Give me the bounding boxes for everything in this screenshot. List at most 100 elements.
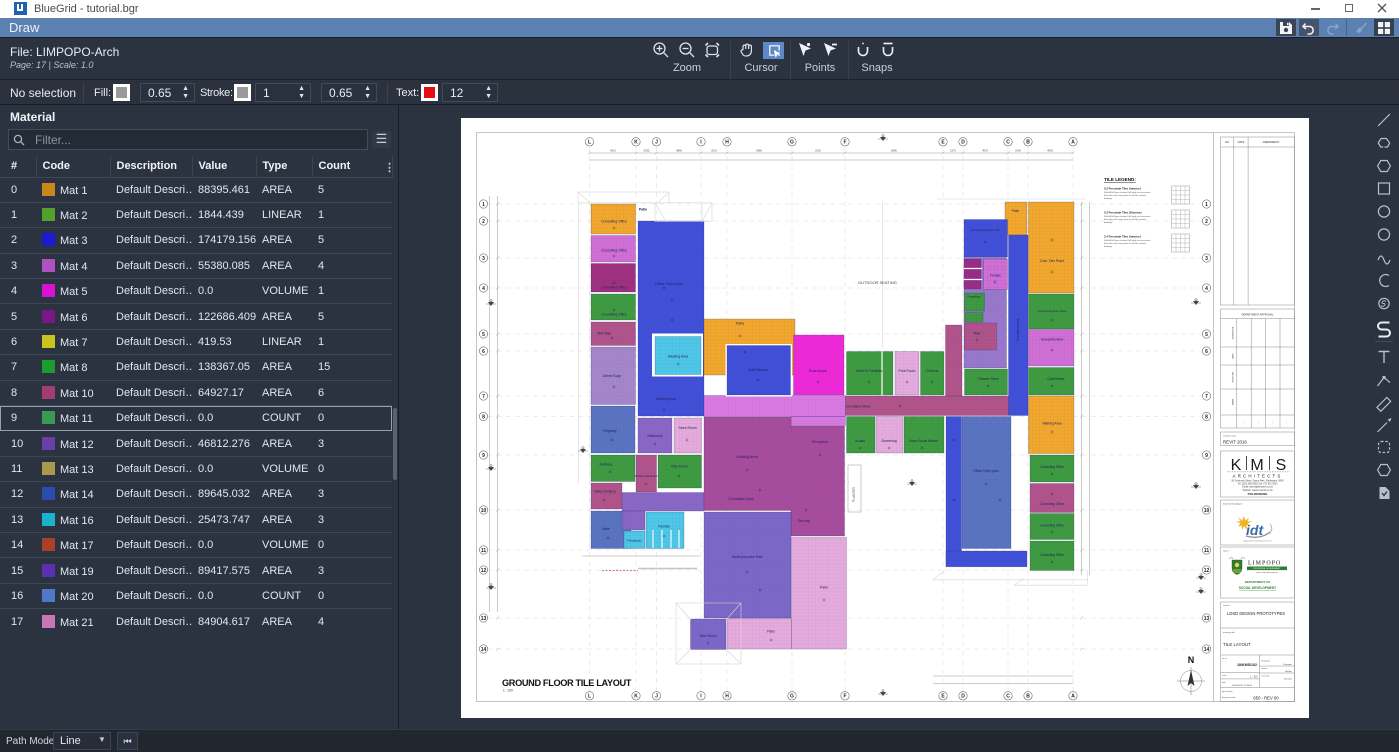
svg-text:A: A <box>1071 140 1075 146</box>
svg-text:Head Of Facilities: Head Of Facilities <box>856 369 883 373</box>
svg-text:Paraplegic: Paraplegic <box>627 539 642 543</box>
svg-text:Circulation Area: Circulation Area <box>846 405 870 409</box>
svg-text:1: 1 <box>482 202 485 208</box>
svg-text:Security: Security <box>798 519 811 523</box>
svg-text:SIGNATURE: SIGNATURE <box>1232 326 1235 339</box>
svg-text:Waiting Area: Waiting Area <box>656 397 676 401</box>
svg-text:Waiting Area: Waiting Area <box>1042 422 1061 426</box>
svg-text:5: 5 <box>1205 332 1208 338</box>
svg-text:Circulation Area: Circulation Area <box>728 497 753 501</box>
svg-text:3.3 Porcelain Tiles (Exterior: 3.3 Porcelain Tiles (Exterior) <box>1104 211 1142 215</box>
svg-text:POSITION: POSITION <box>1233 371 1235 382</box>
svg-text:10: 10 <box>481 508 487 514</box>
svg-text:Circulation Area: Circulation Area <box>1016 319 1020 342</box>
svg-text:B: B <box>1026 140 1030 146</box>
svg-text:Office Open plan: Office Open plan <box>973 469 998 473</box>
svg-text:Author: Author <box>1286 670 1293 673</box>
svg-text:Consulting Office: Consulting Office <box>1040 553 1064 557</box>
svg-text:bedding.: bedding. <box>1104 246 1113 248</box>
svg-text:Consulting Office: Consulting Office <box>601 286 627 290</box>
svg-text:3.2 Porcelain Tiles (Interior): 3.2 Porcelain Tiles (Interior) <box>1104 187 1141 191</box>
svg-text:8: 8 <box>482 414 485 420</box>
svg-text:8680: 8680 <box>891 149 897 153</box>
svg-text:checked: checked <box>1262 676 1269 678</box>
svg-text:LIMPOPO: LIMPOPO <box>1248 561 1281 567</box>
svg-text:D: D <box>961 694 965 700</box>
svg-text:1 : 100: 1 : 100 <box>1250 676 1258 679</box>
svg-text:drawing title: drawing title <box>1223 631 1235 634</box>
svg-text:D: D <box>961 140 965 146</box>
svg-text:K: K <box>1231 457 1242 474</box>
svg-text:cad file name: cad file name <box>1223 436 1237 438</box>
svg-text:Checker: Checker <box>1284 678 1292 681</box>
svg-text:L: L <box>588 140 591 146</box>
svg-text:Supre Social Worker: Supre Social Worker <box>909 439 939 443</box>
svg-text:L: L <box>588 694 591 700</box>
svg-text:F: F <box>843 140 846 146</box>
svg-text:12: 12 <box>1204 568 1210 574</box>
svg-text:Patio: Patio <box>767 630 775 634</box>
svg-text:Patio: Patio <box>736 322 744 326</box>
svg-text:4: 4 <box>1205 286 1208 292</box>
svg-text:Consulting Office: Consulting Office <box>1040 465 1064 469</box>
svg-text:DEPARTMENT OF: DEPARTMENT OF <box>1245 580 1271 584</box>
svg-text:4975: 4975 <box>982 149 988 153</box>
svg-text:11: 11 <box>1204 548 1210 554</box>
svg-text:Play Room: Play Room <box>671 465 688 469</box>
svg-text:Designer: Designer <box>1283 663 1292 666</box>
svg-text:In-take: In-take <box>855 439 865 443</box>
svg-text:art no: art no <box>1222 657 1227 660</box>
svg-text:1 : 100: 1 : 100 <box>503 689 513 693</box>
svg-text:Patio: Patio <box>639 208 647 212</box>
svg-text:H: H <box>725 694 729 700</box>
svg-text:2010: 2010 <box>711 149 717 153</box>
svg-text:GROUND FLOOR TILE LAYOUT: GROUND FLOOR TILE LAYOUT <box>502 678 632 688</box>
svg-text:K: K <box>634 694 638 700</box>
svg-text:650 - REV 00: 650 - REV 00 <box>1253 696 1279 701</box>
svg-text:floor tiles with 2mm joints on: floor tiles with 2mm joints on full tile… <box>1104 194 1146 197</box>
svg-text:Com. Dev Pract: Com. Dev Pract <box>1040 259 1064 263</box>
svg-text:Consulting Office: Consulting Office <box>601 313 627 317</box>
svg-text:Boardroom: Boardroom <box>809 369 827 373</box>
svg-text:I: I <box>700 694 702 700</box>
svg-text:A: A <box>1071 694 1075 700</box>
svg-text:Meeting Area: Meeting Area <box>668 355 688 359</box>
svg-text:14: 14 <box>481 647 487 653</box>
svg-text:Archives: Archives <box>599 463 612 467</box>
svg-text:DATE: DATE <box>1232 353 1235 359</box>
svg-text:Patio: Patio <box>1012 209 1019 213</box>
svg-text:6: 6 <box>482 349 485 355</box>
svg-text:600x600x10mm Interior Full bod: 600x600x10mm Interior Full body rect por… <box>1104 239 1151 242</box>
svg-text:bedding.: bedding. <box>1104 222 1113 224</box>
svg-text:Independent Development Trust: Independent Development Trust <box>1243 540 1272 543</box>
svg-text:90 Grimbeek Street, Fauna Park: 90 Grimbeek Street, Fauna Park, Polokwan… <box>1232 480 1285 483</box>
svg-text:J: J <box>655 140 658 146</box>
svg-text:4880: 4880 <box>676 149 682 153</box>
svg-text:designed: designed <box>1262 661 1270 663</box>
svg-text:M: M <box>1250 457 1263 474</box>
svg-text:NAME: NAME <box>1232 398 1235 405</box>
svg-text:1940: 1940 <box>1015 149 1021 153</box>
svg-text:Admin Supp: Admin Supp <box>603 374 622 378</box>
svg-text:10: 10 <box>1204 508 1210 514</box>
svg-text:Male: Male <box>974 332 981 336</box>
svg-text:H: H <box>725 140 729 146</box>
svg-text:Consulting Office: Consulting Office <box>601 249 627 253</box>
svg-text:floor tiles with 2mm joints on: floor tiles with 2mm joints on full tile… <box>1104 218 1146 221</box>
svg-text:E: E <box>941 694 945 700</box>
svg-text:Female: Female <box>990 274 1001 278</box>
svg-text:drawing number: drawing number <box>1222 696 1236 699</box>
svg-text:Battery Bank Rm: Battery Bank Rm <box>635 474 658 478</box>
svg-text:bedding.: bedding. <box>1104 198 1113 200</box>
svg-text:Implementing Agent: Implementing Agent <box>1223 503 1243 506</box>
svg-text:5: 5 <box>482 332 485 338</box>
svg-text:TILE LAYOUT: TILE LAYOUT <box>1223 642 1251 647</box>
svg-text:14: 14 <box>1204 647 1210 653</box>
svg-text:13: 13 <box>481 616 487 622</box>
svg-text:POLOKWANE: POLOKWANE <box>1248 492 1268 496</box>
svg-text:REVIT 2016: REVIT 2016 <box>1223 440 1247 445</box>
svg-text:4: 4 <box>482 286 485 292</box>
svg-text:Group/Interview: Group/Interview <box>1041 338 1064 342</box>
svg-text:Community Dev Supp: Community Dev Supp <box>1037 309 1067 313</box>
svg-text:J: J <box>655 694 658 700</box>
